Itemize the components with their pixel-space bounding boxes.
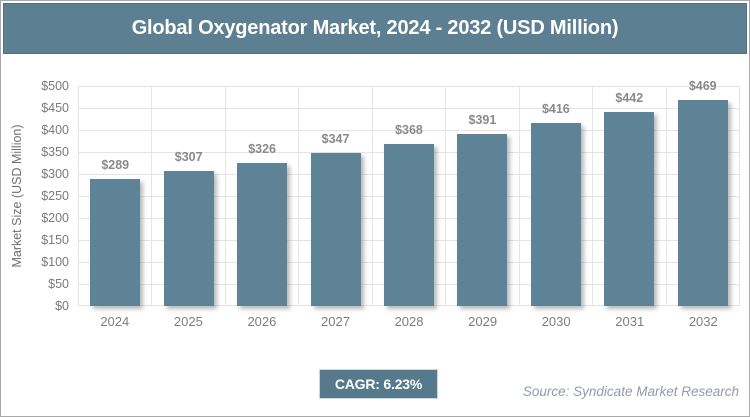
bar-value-label: $307 xyxy=(174,149,203,164)
bar-2025 xyxy=(163,170,214,306)
bar-2026 xyxy=(237,162,288,306)
horizontal-gridline xyxy=(78,86,739,87)
horizontal-gridline xyxy=(78,130,739,131)
bar-column: $416 xyxy=(518,86,592,306)
bar-column: $326 xyxy=(224,86,298,306)
bar-column: $307 xyxy=(151,86,224,306)
y-axis-ticks: $500 $450 $400 $350 $300 $250 $200 $150 $100 $50 $… xyxy=(1,79,69,313)
x-tick-label: 2031 xyxy=(615,314,645,329)
y-tick-label: $350 xyxy=(41,145,69,159)
x-tick-label: 2024 xyxy=(100,314,130,329)
bar-value-label: $368 xyxy=(395,123,423,138)
bar-2030 xyxy=(530,122,581,306)
bar-column: $442 xyxy=(592,86,665,306)
bar-value-label: $289 xyxy=(101,157,130,172)
plot-area: $289 $307 $326 $347 $368 $391 $416 $442 $469 xyxy=(78,79,740,306)
x-tick-label: 2026 xyxy=(247,314,277,329)
bar-column: $289 xyxy=(78,86,151,306)
x-tick-label: 2029 xyxy=(468,314,498,329)
chart-title: Global Oxygenator Market, 2024 - 2032 (U… xyxy=(131,17,619,39)
bar-column: $368 xyxy=(371,86,445,306)
x-tick-label: 2030 xyxy=(541,314,571,329)
bar-value-label: $391 xyxy=(468,112,497,127)
bar-column: $347 xyxy=(298,86,371,306)
y-tick-label: $0 xyxy=(55,299,69,313)
y-tick-label: $300 xyxy=(41,167,69,181)
cagr-label: CAGR: 6.23% xyxy=(334,376,423,392)
x-tick-label: 2028 xyxy=(394,314,424,329)
cagr-badge: CAGR: 6.23% xyxy=(319,369,438,399)
bar-2024 xyxy=(90,178,141,306)
bar-value-label: $469 xyxy=(688,78,717,93)
y-tick-label: $200 xyxy=(41,211,69,225)
y-tick-label: $150 xyxy=(41,233,69,247)
bar-2032 xyxy=(677,99,728,306)
bar-value-label: $442 xyxy=(615,90,644,105)
chart-title-bar: Global Oxygenator Market, 2024 - 2032 (U… xyxy=(3,3,747,54)
bar-value-label: $416 xyxy=(541,101,570,116)
y-tick-label: $50 xyxy=(48,277,69,291)
bar-value-label: $347 xyxy=(321,132,350,147)
bar-column: $391 xyxy=(445,86,518,306)
x-tick-label: 2032 xyxy=(688,314,718,329)
bar-value-label: $326 xyxy=(248,141,276,156)
x-tick-label: 2027 xyxy=(321,314,350,329)
source-attribution: Source: Syndicate Market Research xyxy=(522,384,739,399)
x-tick-label: 2025 xyxy=(173,314,203,329)
y-tick-label: $100 xyxy=(41,255,69,269)
bar-2028 xyxy=(383,144,434,306)
y-tick-label: $450 xyxy=(41,101,69,115)
bar-column: $469 xyxy=(665,79,739,306)
horizontal-gridline xyxy=(78,108,739,109)
bar-2027 xyxy=(310,153,361,306)
y-tick-label: $500 xyxy=(41,79,69,93)
y-tick-label: $250 xyxy=(41,189,69,203)
x-axis-labels: 2024 2025 2026 2027 2028 2029 2030 2031 2032 xyxy=(78,314,740,329)
bar-2029 xyxy=(457,133,508,306)
bar-2031 xyxy=(604,111,655,306)
y-tick-label: $400 xyxy=(41,123,69,137)
